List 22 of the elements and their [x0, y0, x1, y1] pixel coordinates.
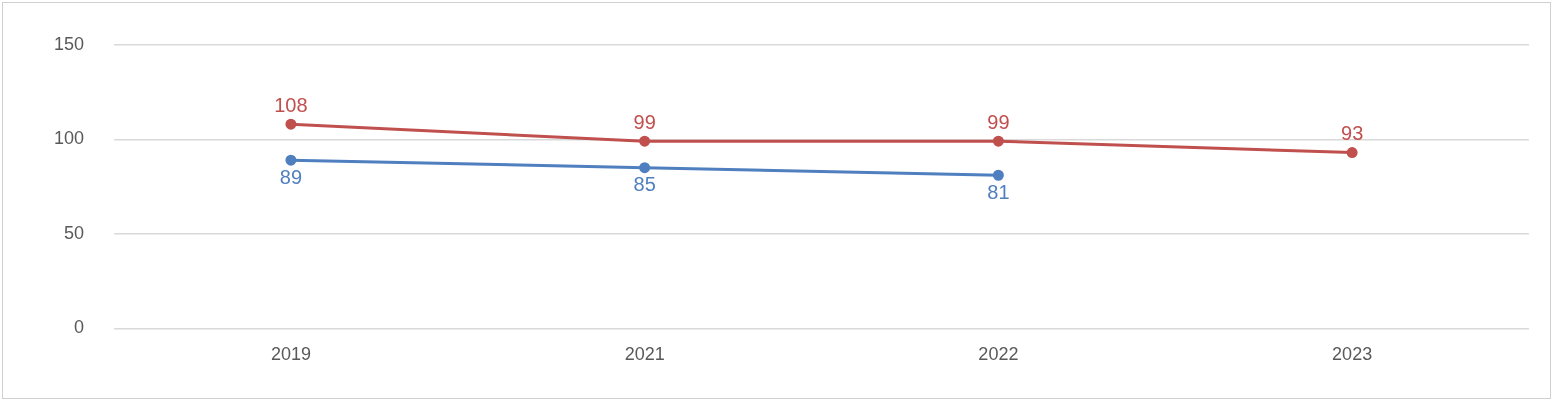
data-label: 99 — [633, 110, 656, 133]
data-label: 108 — [274, 93, 308, 116]
point — [992, 169, 1004, 181]
point — [639, 162, 651, 174]
data-label: 93 — [1341, 122, 1364, 145]
point — [1346, 147, 1358, 159]
point — [285, 154, 297, 166]
x-tick-label: 2021 — [624, 344, 665, 365]
x-tick-label: 2022 — [978, 344, 1019, 365]
data-label: 89 — [279, 165, 303, 188]
y-tick-label: 150 — [53, 33, 85, 54]
y-tick-label: 0 — [74, 317, 85, 338]
data-label: 81 — [987, 180, 1010, 203]
y-tick-label: 50 — [64, 222, 85, 243]
point — [285, 118, 297, 130]
point — [639, 135, 651, 147]
data-label: 85 — [633, 173, 656, 196]
x-tick-label: 2023 — [1332, 344, 1373, 365]
point — [992, 135, 1004, 147]
y-tick-label: 100 — [53, 128, 85, 149]
data-label: 99 — [987, 110, 1010, 133]
x-tick-label: 2019 — [270, 344, 311, 365]
